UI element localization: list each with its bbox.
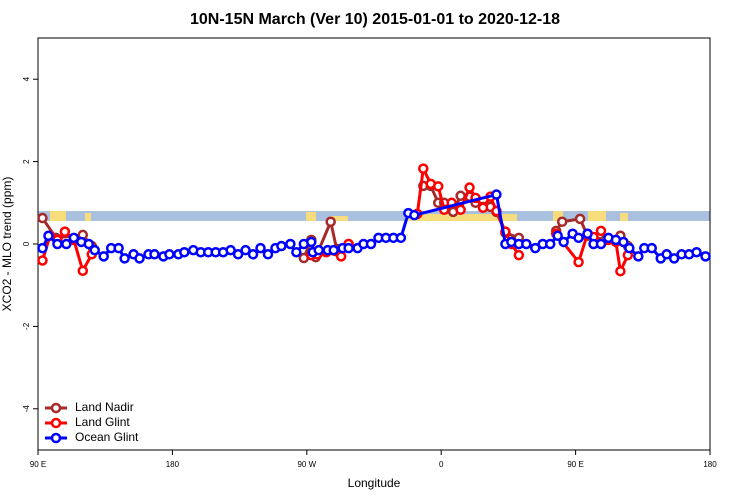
chart-title: 10N-15N March (Ver 10) 2015-01-01 to 202… xyxy=(190,11,560,28)
x-tick-label: 90 E xyxy=(30,460,46,469)
data-point xyxy=(418,163,429,174)
land-patch xyxy=(306,212,316,221)
legend-label: Land Nadir xyxy=(75,400,134,414)
land-patch xyxy=(330,216,348,221)
y-tick-label: -4 xyxy=(22,405,31,413)
data-point xyxy=(247,249,259,260)
x-axis-label: Longitude xyxy=(348,476,401,490)
data-point xyxy=(455,190,466,202)
land-patch xyxy=(588,211,606,221)
y-tick-label: 0 xyxy=(22,241,31,246)
data-point xyxy=(119,253,130,264)
ocean-band xyxy=(38,211,710,221)
x-tick-label: 180 xyxy=(703,460,717,469)
land-patch xyxy=(553,211,563,221)
data-point xyxy=(77,265,89,277)
data-point xyxy=(59,226,71,237)
data-point xyxy=(291,246,302,258)
land-patch xyxy=(620,213,628,221)
data-point xyxy=(328,244,339,256)
legend-label: Land Glint xyxy=(75,415,130,429)
data-point xyxy=(573,232,584,244)
data-point xyxy=(477,202,489,213)
data-point xyxy=(43,230,54,242)
data-point xyxy=(313,244,324,256)
data-point xyxy=(395,232,407,244)
data-point xyxy=(164,249,175,260)
y-tick-label: -2 xyxy=(22,322,31,330)
land-patch xyxy=(85,213,91,221)
data-point xyxy=(521,238,532,250)
data-point xyxy=(37,255,48,266)
data-point xyxy=(179,246,190,258)
data-point xyxy=(691,246,702,258)
x-tick-label: 180 xyxy=(166,460,180,469)
data-point xyxy=(409,209,420,221)
data-point xyxy=(343,242,354,254)
data-point xyxy=(595,238,607,250)
data-point xyxy=(455,204,466,216)
data-point xyxy=(558,236,569,248)
data-point xyxy=(98,251,109,262)
data-point xyxy=(52,238,63,250)
data-point xyxy=(513,249,525,261)
data-point xyxy=(595,225,607,237)
data-point xyxy=(615,265,626,277)
data-point xyxy=(633,251,644,262)
land-patch xyxy=(50,211,66,221)
data-point xyxy=(464,182,475,193)
data-point xyxy=(37,212,48,224)
data-point xyxy=(661,249,672,260)
data-point xyxy=(491,189,502,200)
x-tick-label: 90 E xyxy=(567,460,583,469)
data-point xyxy=(255,242,266,254)
data-point xyxy=(262,249,274,260)
x-tick-label: 0 xyxy=(439,460,444,469)
data-point xyxy=(700,251,711,262)
data-point xyxy=(134,253,145,264)
data-point xyxy=(285,238,296,250)
data-point xyxy=(325,216,336,228)
data-point xyxy=(225,244,236,256)
legend-marker xyxy=(50,402,62,414)
data-point xyxy=(530,242,541,254)
data-point xyxy=(552,230,563,242)
data-point xyxy=(668,253,680,264)
data-point xyxy=(306,236,317,248)
data-point xyxy=(574,213,586,225)
data-point xyxy=(582,228,593,239)
data-point xyxy=(89,244,100,256)
data-point xyxy=(83,238,95,250)
data-point xyxy=(573,256,584,268)
data-point xyxy=(646,242,658,254)
legend-marker xyxy=(50,417,62,429)
data-point xyxy=(37,242,48,254)
data-point xyxy=(232,249,244,260)
data-point xyxy=(113,242,124,254)
data-point xyxy=(556,216,568,228)
legend-marker xyxy=(50,432,62,444)
data-point xyxy=(68,232,80,244)
x-tick-label: 90 W xyxy=(297,460,316,469)
series-line xyxy=(41,192,707,261)
y-tick-label: 2 xyxy=(22,159,31,164)
data-point xyxy=(335,251,347,262)
y-axis-label: XCO2 - MLO trend (ppm) xyxy=(0,177,14,312)
land-patch xyxy=(405,214,517,221)
legend-label: Ocean Glint xyxy=(75,430,139,444)
data-point xyxy=(276,240,287,252)
data-point xyxy=(365,238,377,250)
data-point xyxy=(624,242,635,254)
data-point xyxy=(61,238,72,250)
data-point xyxy=(544,238,556,250)
data-point xyxy=(432,181,444,192)
data-point xyxy=(618,236,629,248)
y-tick-label: 4 xyxy=(22,76,31,81)
map-strip xyxy=(38,211,710,221)
data-point xyxy=(240,244,251,256)
data-point xyxy=(149,249,160,260)
